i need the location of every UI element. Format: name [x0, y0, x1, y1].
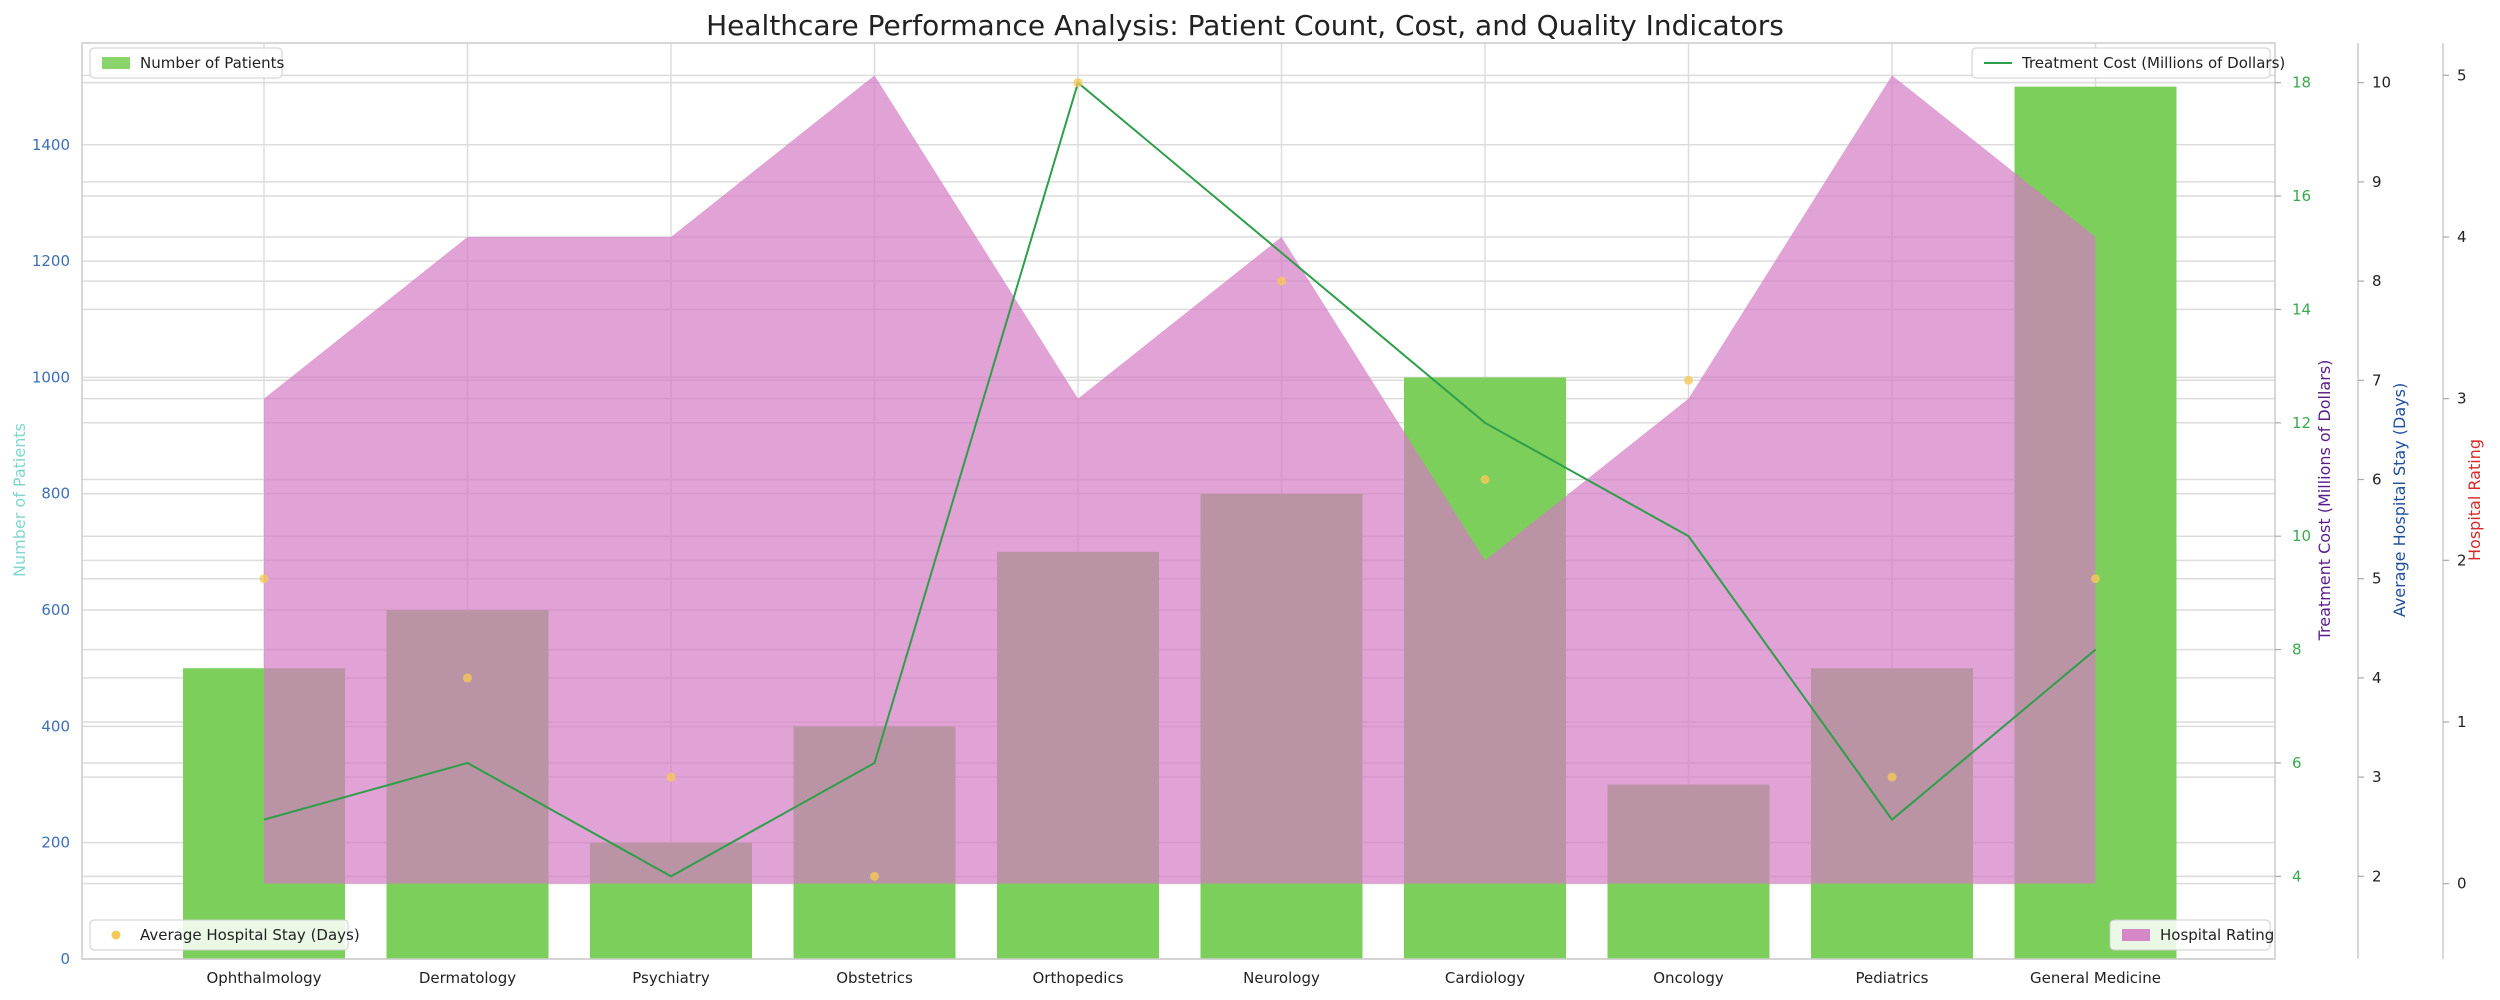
scatter-point: [463, 673, 472, 683]
y-left-tick-label: 1400: [32, 136, 70, 154]
x-tick-label: Cardiology: [1445, 969, 1525, 987]
y-right1-tick-label: 4: [2292, 867, 2302, 885]
y-right3-tick-label: 1: [2457, 713, 2467, 731]
y-right2-tick-label: 5: [2372, 570, 2382, 588]
y-right2-tick-label: 8: [2372, 272, 2382, 290]
y-left-tick-label: 600: [41, 601, 70, 619]
y-right1-tick-label: 16: [2292, 187, 2311, 205]
area-series: [264, 75, 2096, 884]
y-right1-tick-label: 18: [2292, 74, 2311, 92]
legend-frame: [2109, 919, 2271, 951]
legend-frame: [89, 47, 283, 79]
x-tick-label: General Medicine: [2030, 969, 2161, 987]
y-right3-tick-label: 3: [2457, 390, 2467, 408]
y-right1-axis-label: Treatment Cost (Millions of Dollars): [2315, 360, 2334, 642]
scatter-point: [1887, 772, 1897, 782]
area-hospital-rating: [264, 75, 2096, 884]
y-right3-tick-label: 0: [2457, 875, 2467, 893]
scatter-point: [1277, 276, 1286, 286]
legend-label: Hospital Rating: [2160, 926, 2274, 944]
line-treatment-cost: [263, 80, 2097, 878]
legend-bottom-right: Hospital Rating: [2109, 919, 2274, 951]
y-right1-tick-label: 10: [2292, 527, 2311, 545]
x-tick-label: Pediatrics: [1856, 969, 1929, 987]
x-tick-label: Orthopedics: [1032, 969, 1123, 987]
y-right1-tick-label: 6: [2292, 754, 2302, 772]
y-left-tick-label: 1200: [32, 252, 70, 270]
x-tick-label: Dermatology: [419, 969, 516, 987]
y-left-tick-label: 400: [41, 717, 70, 735]
y-right2-tick-label: 3: [2372, 768, 2382, 786]
legend-frame: [89, 919, 349, 951]
y-right2-tick-label: 9: [2372, 173, 2382, 191]
y-left-axis-label: Number of Patients: [10, 423, 29, 577]
legend-label: Treatment Cost (Millions of Dollars): [2021, 54, 2285, 72]
x-tick-label: Oncology: [1653, 969, 1724, 987]
chart-title: Healthcare Performance Analysis: Patient…: [706, 9, 1784, 42]
y-right2-tick-label: 2: [2372, 867, 2382, 885]
y-right2-tick-label: 4: [2372, 669, 2382, 687]
y-right2-tick-label: 7: [2372, 371, 2382, 389]
y-right3-tick-label: 2: [2457, 551, 2467, 569]
legend-label: Number of Patients: [140, 54, 284, 72]
scatter-point: [666, 772, 676, 782]
legend-top-left: Number of Patients: [89, 47, 284, 79]
legend-frame: [1971, 47, 2271, 79]
y-left-tick-label: 200: [41, 834, 70, 852]
legend-bottom-left: Average Hospital Stay (Days): [89, 919, 360, 951]
y-right2-tick-label: 10: [2372, 74, 2391, 92]
y-left-tick-label: 800: [41, 485, 70, 503]
y-right3-tick-label: 5: [2457, 66, 2467, 84]
x-tick-label: Psychiatry: [632, 969, 710, 987]
scatter-point: [2091, 574, 2100, 584]
y-right2-tick-label: 6: [2372, 471, 2382, 489]
legend-swatch: [102, 57, 130, 69]
y-right1-tick-label: 8: [2292, 641, 2302, 659]
legend-swatch: [111, 930, 121, 940]
y-right3-tick-label: 4: [2457, 228, 2467, 246]
y-right1-tick-label: 14: [2292, 300, 2311, 318]
axes: Ophthalmology Dermatology Psychiatry Obstet…: [10, 43, 2484, 987]
x-tick-label: Ophthalmology: [206, 969, 321, 987]
y-right3-axis-label: Hospital Rating: [2465, 439, 2484, 561]
legend-swatch: [2122, 929, 2150, 941]
scatter-point: [1684, 375, 1693, 385]
scatter-series: [259, 78, 2100, 881]
scatter-point: [259, 574, 269, 584]
x-tick-label: Neurology: [1243, 969, 1320, 987]
x-tick-label: Obstetrics: [836, 969, 913, 987]
plot-frame: [81, 42, 2276, 960]
y-right2-axis-label: Average Hospital Stay (Days): [2390, 383, 2409, 617]
y-left-tick-label: 0: [60, 950, 70, 968]
legend-top-right: Treatment Cost (Millions of Dollars): [1971, 47, 2285, 79]
scatter-point: [1073, 78, 1083, 88]
scatter-point: [1480, 475, 1490, 484]
legends: Number of Patients Treatment Cost (Millio…: [89, 47, 2285, 951]
y-right1-tick-label: 12: [2292, 414, 2311, 432]
scatter-point: [870, 871, 879, 881]
y-left-tick-label: 1000: [32, 368, 70, 386]
line-series: [263, 80, 2097, 878]
legend-label: Average Hospital Stay (Days): [140, 926, 360, 944]
